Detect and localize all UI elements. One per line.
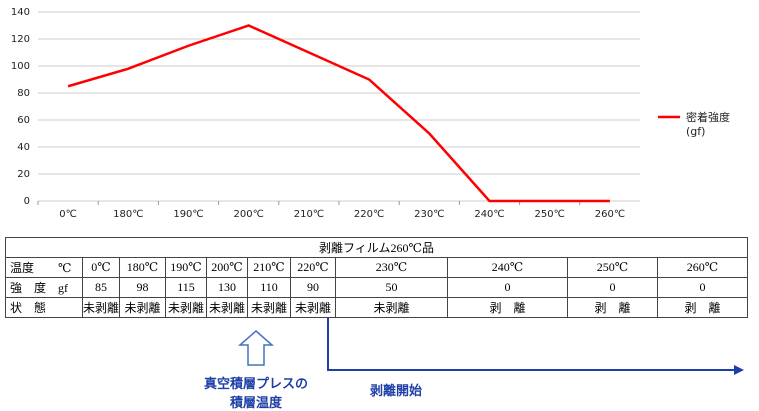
x-tick-label: 230℃ — [414, 209, 444, 220]
table-cell: 未剥離 — [335, 297, 449, 318]
x-tick-label: 200℃ — [234, 209, 264, 220]
x-tick-label: 190℃ — [173, 209, 203, 220]
table-cell: 85 — [81, 277, 121, 298]
table-cell: 210℃ — [247, 257, 292, 278]
table-cell: 180℃ — [119, 257, 167, 278]
table: 剥離フィルム260℃品 温度 ℃ 0℃ 180℃ 190℃ 200℃ 210℃ 220℃ 230… — [4, 237, 749, 318]
x-tick-label: 250℃ — [535, 209, 565, 220]
table-cell: 240℃ — [447, 257, 569, 278]
table-cell: 98 — [119, 277, 167, 298]
table-cell: 剥 離 — [567, 297, 659, 318]
table-cell: 未剥離 — [165, 297, 208, 318]
annotation: 真空積層プレスの 積層温度 — [203, 377, 308, 411]
table-cell: 剥 離 — [447, 297, 569, 318]
annotation: 剥離開始 — [370, 384, 423, 399]
x-tick-label: 180℃ — [113, 209, 143, 220]
y-tick-label: 120 — [11, 34, 30, 45]
table-cell: 未剥離 — [290, 297, 337, 318]
x-tick-label: 210℃ — [294, 209, 324, 220]
table-cell: 250℃ — [567, 257, 659, 278]
table-cell: 未剥離 — [119, 297, 167, 318]
table-cell: 90 — [290, 277, 337, 298]
y-tick-label: 140 — [11, 7, 30, 18]
up-arrow — [238, 330, 274, 366]
table-cell: 115 — [165, 277, 208, 298]
table-cell: 剥 離 — [657, 297, 749, 318]
table-cell: 50 — [335, 277, 449, 298]
x-tick-label: 240℃ — [474, 209, 504, 220]
table-cell: 未剥離 — [81, 297, 121, 318]
table-cell: 0 — [657, 277, 749, 298]
table-cell: 130 — [206, 277, 249, 298]
table-title: 剥離フィルム260℃品 — [4, 237, 749, 258]
table-row: 状 態未剥離 未剥離 未剥離 未剥離 未剥離 未剥離 未剥離剥 離剥 離剥 離 — [5, 297, 749, 318]
table-cell: 未剥離 — [247, 297, 292, 318]
table-cell: 0 — [447, 277, 569, 298]
row-label: 温度 ℃ — [5, 257, 83, 278]
table-cell: 190℃ — [165, 257, 208, 278]
x-tick-label: 260℃ — [595, 209, 625, 220]
y-tick-label: 60 — [17, 115, 30, 126]
y-tick-label: 0 — [24, 196, 30, 207]
line — [67, 24, 610, 203]
table-row: 温度 ℃ 0℃ 180℃ 190℃ 200℃ 210℃ 220℃ 230℃ 240℃ 250℃ 26… — [5, 257, 749, 278]
table-cell: 110 — [247, 277, 292, 298]
table-cell: 未剥離 — [206, 297, 249, 318]
y-tick-label: 20 — [17, 169, 30, 180]
table-cell: 260℃ — [657, 257, 749, 278]
x-tick-label: 220℃ — [354, 209, 384, 220]
table-row: 強 度 gf 85 98 115 130 110 90 50 0 0 0 — [5, 277, 749, 298]
y-tick-label: 80 — [17, 88, 30, 99]
row-label: 強 度 gf — [5, 277, 83, 298]
table-cell: 0℃ — [81, 257, 121, 278]
legend-label: 密着強度(gf) — [686, 110, 730, 138]
x-tick-label: 0℃ — [59, 209, 77, 220]
table-cell: 200℃ — [206, 257, 249, 278]
table-cell: 220℃ — [290, 257, 337, 278]
table-cell: 0 — [567, 277, 659, 298]
table-row: 剥離フィルム260℃品 — [4, 237, 749, 258]
y-tick-label: 100 — [11, 61, 30, 72]
y-tick-label: 40 — [17, 142, 30, 153]
table-cell: 230℃ — [335, 257, 449, 278]
arrow-head — [734, 365, 744, 375]
row-label: 状 態 — [5, 297, 83, 318]
peel-arrow — [327, 318, 736, 371]
